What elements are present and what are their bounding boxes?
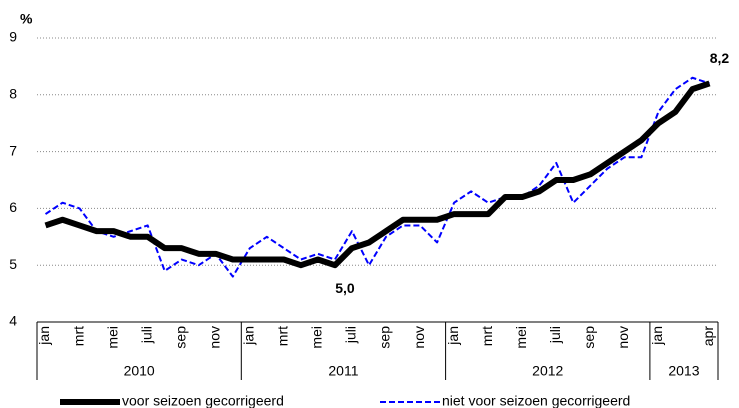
group-label: 2013 — [668, 363, 699, 379]
x-tick-label: jan — [649, 326, 665, 346]
x-tick-label: nov — [206, 326, 222, 349]
x-tick-label: mrt — [70, 326, 86, 346]
x-tick-label: juli — [343, 326, 359, 344]
legend-label: voor seizoen gecorrigeerd — [122, 393, 284, 408]
x-tick-label: apr — [700, 326, 716, 347]
x-tick-label: jan — [445, 326, 461, 346]
x-tick-label: jan — [36, 326, 52, 346]
x-tick-label: juli — [138, 326, 154, 344]
y-tick-label: 9 — [9, 29, 17, 45]
group-label: 2010 — [124, 363, 155, 379]
series-line — [44, 80, 711, 269]
x-tick-label: sep — [581, 326, 597, 349]
y-tick-label: 6 — [9, 199, 17, 215]
y-unit: % — [20, 11, 33, 27]
x-tick-label: sep — [172, 326, 188, 349]
x-tick-label: mei — [104, 326, 120, 349]
y-tick-label: 4 — [9, 313, 17, 329]
data-label: 8,2 — [710, 50, 730, 66]
x-tick-label: juli — [547, 326, 563, 344]
y-tick-label: 7 — [9, 142, 17, 158]
x-tick-label: nov — [615, 326, 631, 349]
y-tick-label: 8 — [9, 86, 17, 102]
x-tick-label: jan — [241, 326, 257, 346]
data-label: 5,0 — [335, 280, 355, 296]
series-line — [44, 76, 710, 278]
x-tick-label: mei — [513, 326, 529, 349]
x-tick-label: mei — [309, 326, 325, 349]
legend-label: niet voor seizoen gecorrigeerd — [442, 393, 630, 408]
group-label: 2011 — [328, 363, 358, 379]
group-label: 2012 — [532, 363, 563, 379]
y-tick-label: 5 — [9, 256, 17, 272]
x-tick-label: mrt — [479, 326, 495, 346]
x-tick-label: sep — [377, 326, 393, 349]
x-tick-label: mrt — [275, 326, 291, 346]
x-tick-label: nov — [411, 326, 427, 349]
